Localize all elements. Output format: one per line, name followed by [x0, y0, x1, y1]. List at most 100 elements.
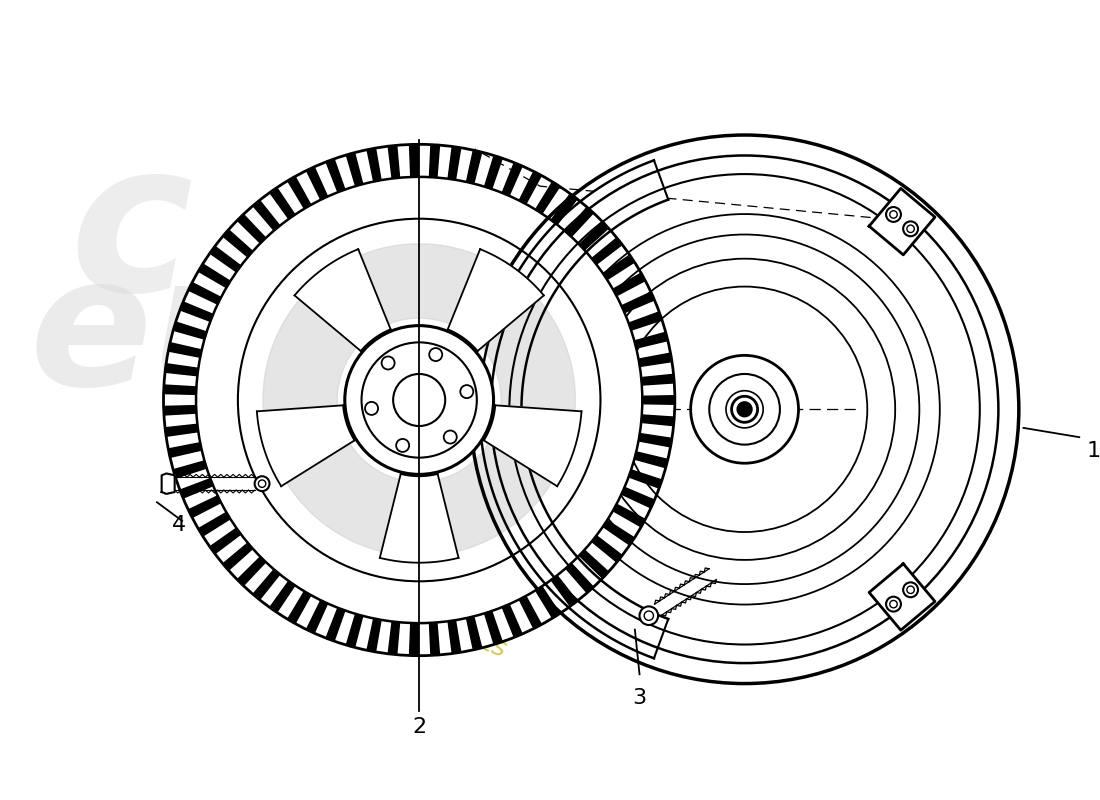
Polygon shape — [580, 222, 608, 250]
Circle shape — [396, 439, 409, 452]
Circle shape — [691, 355, 799, 463]
Polygon shape — [409, 623, 418, 656]
Polygon shape — [642, 396, 674, 404]
Polygon shape — [613, 273, 646, 296]
Polygon shape — [485, 155, 503, 189]
Circle shape — [471, 135, 1019, 683]
Polygon shape — [307, 167, 328, 200]
Polygon shape — [270, 581, 295, 612]
Polygon shape — [307, 600, 328, 633]
Circle shape — [737, 402, 752, 417]
Polygon shape — [164, 385, 197, 394]
Polygon shape — [519, 171, 541, 204]
Polygon shape — [448, 620, 461, 654]
Polygon shape — [270, 188, 295, 219]
Text: 1: 1 — [1087, 441, 1100, 461]
Polygon shape — [551, 575, 578, 606]
Polygon shape — [388, 622, 399, 654]
Polygon shape — [263, 300, 356, 411]
Polygon shape — [168, 442, 201, 458]
Circle shape — [903, 222, 918, 236]
Polygon shape — [484, 406, 582, 486]
Circle shape — [639, 606, 658, 625]
Polygon shape — [638, 434, 672, 447]
Polygon shape — [173, 461, 207, 478]
Polygon shape — [326, 608, 345, 641]
Polygon shape — [519, 596, 541, 629]
Circle shape — [460, 385, 473, 398]
Circle shape — [443, 430, 456, 443]
Polygon shape — [580, 550, 608, 578]
Polygon shape — [448, 146, 461, 180]
Polygon shape — [164, 406, 197, 415]
Polygon shape — [198, 512, 230, 536]
Circle shape — [887, 597, 901, 611]
Text: 2: 2 — [412, 718, 426, 738]
Polygon shape — [210, 528, 241, 554]
Polygon shape — [466, 150, 482, 184]
Circle shape — [164, 144, 674, 656]
Circle shape — [382, 357, 395, 370]
Polygon shape — [503, 162, 522, 196]
Polygon shape — [638, 353, 672, 366]
Polygon shape — [210, 246, 241, 272]
Polygon shape — [253, 200, 279, 230]
Circle shape — [906, 586, 914, 594]
Polygon shape — [603, 255, 635, 280]
Polygon shape — [361, 244, 477, 324]
Polygon shape — [641, 374, 674, 385]
Polygon shape — [466, 616, 482, 650]
Polygon shape — [482, 300, 575, 411]
Polygon shape — [429, 622, 440, 655]
Polygon shape — [592, 238, 623, 264]
Polygon shape — [565, 207, 593, 237]
Polygon shape — [635, 332, 668, 348]
Polygon shape — [641, 415, 674, 426]
Polygon shape — [379, 474, 459, 562]
Polygon shape — [429, 145, 440, 178]
Text: 4: 4 — [173, 515, 186, 535]
Polygon shape — [592, 536, 623, 562]
Polygon shape — [536, 182, 560, 214]
Polygon shape — [188, 496, 221, 518]
Polygon shape — [628, 470, 662, 488]
Polygon shape — [173, 322, 207, 339]
Text: c: c — [69, 132, 192, 334]
Polygon shape — [503, 604, 522, 638]
Polygon shape — [198, 264, 230, 288]
Circle shape — [890, 210, 898, 218]
Circle shape — [906, 225, 914, 233]
Circle shape — [365, 402, 378, 415]
Polygon shape — [223, 230, 253, 257]
Polygon shape — [869, 564, 935, 630]
Polygon shape — [367, 148, 381, 182]
Polygon shape — [168, 342, 201, 358]
Polygon shape — [603, 520, 635, 545]
Polygon shape — [326, 159, 345, 192]
Circle shape — [344, 326, 494, 474]
Polygon shape — [409, 144, 418, 177]
Polygon shape — [180, 478, 213, 498]
Polygon shape — [869, 189, 935, 255]
Circle shape — [903, 582, 918, 598]
Polygon shape — [238, 214, 266, 243]
Polygon shape — [180, 302, 213, 322]
Polygon shape — [238, 557, 266, 586]
Polygon shape — [346, 614, 363, 647]
Polygon shape — [223, 543, 253, 570]
Polygon shape — [295, 249, 390, 351]
Polygon shape — [485, 611, 503, 645]
Polygon shape — [621, 292, 654, 313]
Text: euro: euro — [30, 247, 493, 423]
Circle shape — [254, 476, 270, 491]
Circle shape — [887, 207, 901, 222]
Polygon shape — [346, 153, 363, 186]
Text: 3: 3 — [632, 688, 647, 708]
Polygon shape — [480, 160, 669, 658]
Polygon shape — [165, 364, 198, 376]
Polygon shape — [367, 618, 381, 652]
Polygon shape — [288, 591, 311, 623]
Polygon shape — [635, 452, 668, 468]
Polygon shape — [257, 406, 354, 486]
Polygon shape — [188, 282, 221, 304]
